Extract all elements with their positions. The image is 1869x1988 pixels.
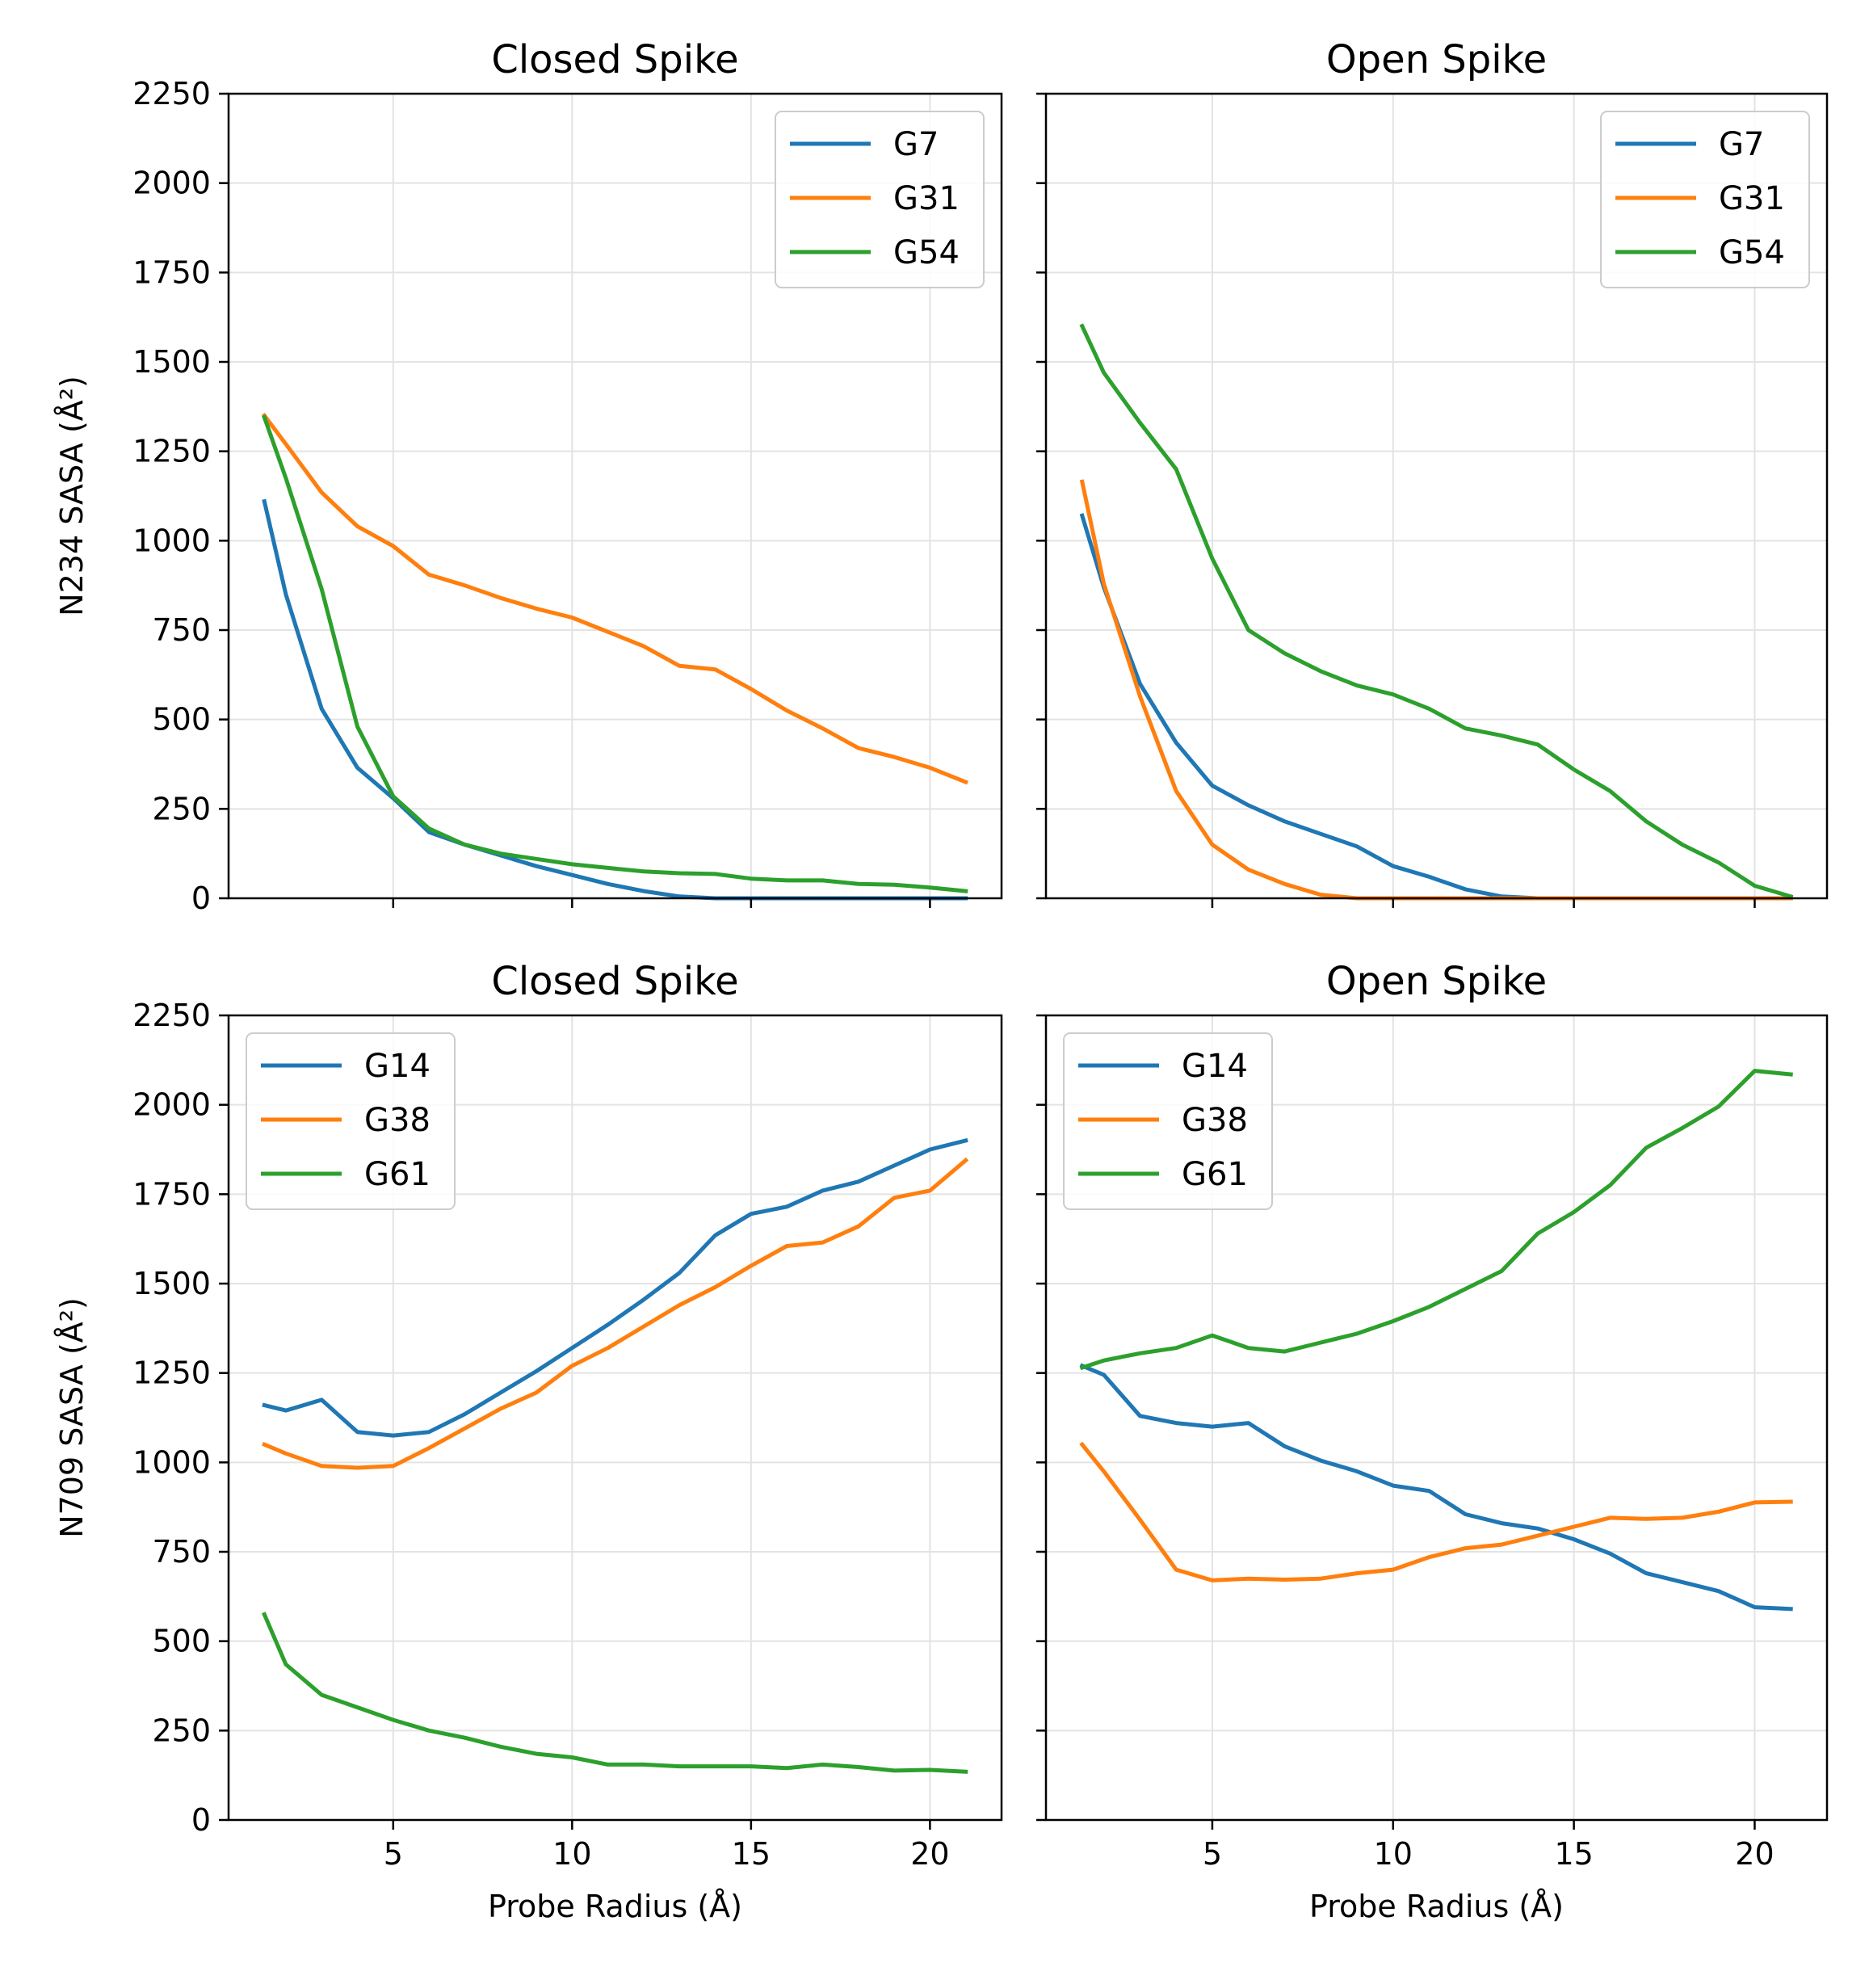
series-line-G61: [1079, 1069, 1793, 1371]
series-line-G38: [262, 1157, 969, 1470]
y-tick-label: 500: [152, 702, 211, 738]
y-tick-label: 2250: [132, 998, 211, 1033]
legend-entry: G7: [1719, 126, 1764, 163]
y-tick-label: 250: [152, 791, 211, 826]
y-tick-label: 2250: [132, 76, 211, 111]
x-tick-label: 20: [910, 1836, 949, 1872]
y-tick-label: 1000: [132, 523, 211, 558]
legend-entry: G61: [364, 1156, 430, 1193]
x-tick-label: 15: [732, 1836, 771, 1872]
y-tick-label: 1250: [132, 434, 211, 469]
series-line-G7: [1079, 513, 1793, 901]
y-axis-label: N234 SASA (Å²): [54, 376, 90, 616]
panel-title: Open Spike: [1326, 959, 1547, 1004]
plot-frame: [227, 1014, 1003, 1822]
legend-box: [775, 111, 985, 288]
legend: G14 G38 G61: [246, 1032, 456, 1210]
y-tick-label: 1750: [132, 1176, 211, 1212]
y-tick-label: 2000: [132, 1087, 211, 1123]
y-tick-label: 1000: [132, 1444, 211, 1480]
legend-entry: G7: [893, 126, 939, 163]
panel-title: Closed Spike: [491, 37, 738, 82]
legend-entry: G14: [364, 1048, 430, 1085]
y-axis-label: N709 SASA (Å²): [54, 1297, 90, 1538]
series-line-G61: [262, 1612, 968, 1774]
legend-entry: G31: [893, 180, 960, 217]
legend: G7 G31 G54: [1600, 111, 1810, 288]
legend-entry: G14: [1182, 1048, 1248, 1085]
legend-entry: G54: [1719, 234, 1785, 271]
panel-title: Closed Spike: [491, 959, 738, 1004]
series-line-G14: [1079, 1363, 1793, 1612]
x-tick-label: 15: [1554, 1836, 1593, 1872]
x-tick-label: 5: [384, 1836, 403, 1872]
y-tick-label: 0: [191, 881, 211, 916]
y-tick-label: 500: [152, 1624, 211, 1659]
legend-entry: G61: [1182, 1156, 1248, 1193]
x-axis-label: Probe Radius (Å): [1309, 1889, 1564, 1924]
y-tick-label: 1250: [132, 1355, 211, 1391]
legend: G14 G38 G61: [1063, 1032, 1273, 1210]
y-tick-label: 1750: [132, 254, 211, 290]
y-tick-label: 750: [152, 1534, 211, 1570]
legend-entry: G31: [1719, 180, 1785, 217]
plot-frame: [1044, 1014, 1829, 1822]
y-tick-label: 2000: [132, 166, 211, 201]
panel-3: 5 10 15 20 0 250 500 750 1000 1250 1500 1750 2000 225…: [54, 959, 1003, 1924]
x-tick-label: 5: [1203, 1836, 1222, 1872]
legend-entry: G38: [364, 1102, 430, 1139]
legend-box: [1600, 111, 1810, 288]
x-axis-label: Probe Radius (Å): [488, 1889, 742, 1924]
y-tick-label: 750: [152, 612, 211, 648]
x-tick-label: 10: [552, 1836, 591, 1872]
legend-entry: G38: [1182, 1102, 1248, 1139]
series-line-G31: [1079, 479, 1793, 901]
legend-box: [246, 1032, 456, 1210]
legend-entry: G54: [893, 234, 960, 271]
panel-2: Open Spike G7 G31 G54: [1036, 37, 1829, 908]
x-tick-label: 10: [1374, 1836, 1413, 1872]
panel-1: 0 250 500 750 1000 1250 1500 1750 2000 2250 Closed…: [54, 37, 1003, 916]
y-tick-label: 250: [152, 1713, 211, 1748]
series-line-G14: [262, 1137, 968, 1438]
series-line-G7: [262, 498, 968, 901]
y-tick-label: 0: [191, 1802, 211, 1838]
series-line-G54: [262, 414, 968, 893]
y-tick-label: 1500: [132, 344, 211, 380]
series-line-G31: [261, 412, 968, 785]
plot-frame: [1044, 92, 1829, 900]
panel-title: Open Spike: [1326, 37, 1547, 82]
legend: G7 G31 G54: [775, 111, 985, 288]
y-tick-label: 1500: [132, 1266, 211, 1301]
legend-box: [1063, 1032, 1273, 1210]
x-tick-label: 20: [1735, 1836, 1774, 1872]
plot-frame: [227, 92, 1003, 900]
series-line-G54: [1079, 323, 1794, 899]
series-line-G38: [1079, 1441, 1793, 1582]
